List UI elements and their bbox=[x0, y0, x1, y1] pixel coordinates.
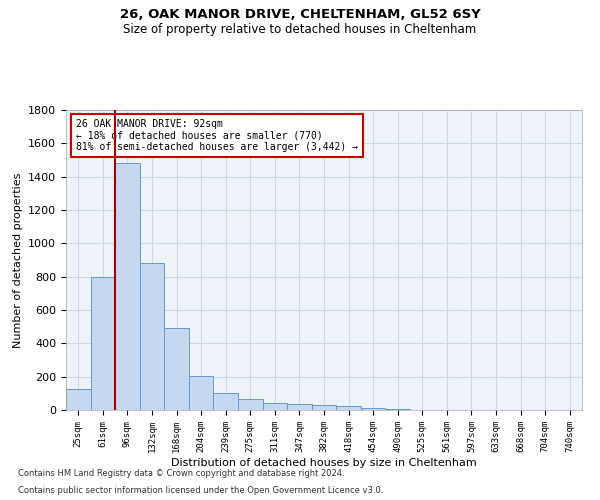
Bar bbox=[164, 328, 189, 410]
Bar bbox=[312, 405, 336, 410]
Bar bbox=[238, 399, 263, 410]
Bar bbox=[263, 402, 287, 410]
Bar bbox=[336, 406, 361, 410]
Bar bbox=[214, 392, 238, 410]
Bar bbox=[91, 276, 115, 410]
Bar bbox=[189, 376, 214, 410]
Y-axis label: Number of detached properties: Number of detached properties bbox=[13, 172, 23, 348]
Text: Contains HM Land Registry data © Crown copyright and database right 2024.: Contains HM Land Registry data © Crown c… bbox=[18, 468, 344, 477]
Text: 26 OAK MANOR DRIVE: 92sqm
← 18% of detached houses are smaller (770)
81% of semi: 26 OAK MANOR DRIVE: 92sqm ← 18% of detac… bbox=[76, 119, 358, 152]
Text: Contains public sector information licensed under the Open Government Licence v3: Contains public sector information licen… bbox=[18, 486, 383, 495]
Text: Size of property relative to detached houses in Cheltenham: Size of property relative to detached ho… bbox=[124, 22, 476, 36]
Bar bbox=[115, 164, 140, 410]
Bar bbox=[361, 408, 385, 410]
Bar bbox=[66, 389, 91, 410]
Text: 26, OAK MANOR DRIVE, CHELTENHAM, GL52 6SY: 26, OAK MANOR DRIVE, CHELTENHAM, GL52 6S… bbox=[119, 8, 481, 20]
Bar bbox=[140, 264, 164, 410]
Bar bbox=[287, 404, 312, 410]
Bar bbox=[385, 409, 410, 410]
X-axis label: Distribution of detached houses by size in Cheltenham: Distribution of detached houses by size … bbox=[171, 458, 477, 468]
